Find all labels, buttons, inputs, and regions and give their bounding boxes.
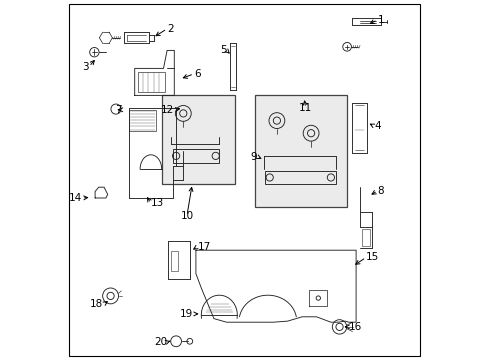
Text: 15: 15 [366, 252, 379, 262]
Bar [129, 110, 156, 131]
Text: 16: 16 [348, 322, 362, 332]
Bar [171, 251, 177, 271]
Text: 14: 14 [68, 193, 81, 203]
Bar [265, 171, 335, 184]
Bar [361, 229, 369, 246]
Text: 2: 2 [167, 24, 173, 34]
Bar [138, 72, 165, 92]
Text: 12: 12 [161, 105, 174, 115]
Text: 19: 19 [180, 309, 193, 319]
Text: 9: 9 [250, 152, 257, 162]
Text: 5: 5 [220, 45, 226, 55]
Text: 8: 8 [377, 186, 384, 196]
Text: 6: 6 [194, 69, 200, 79]
Bar [255, 95, 346, 207]
Text: 18: 18 [90, 299, 103, 309]
Bar [162, 95, 235, 184]
Text: 11: 11 [299, 103, 312, 113]
Bar [172, 149, 219, 163]
Text: 20: 20 [154, 337, 167, 347]
Text: 4: 4 [373, 121, 380, 131]
Text: 10: 10 [180, 211, 193, 221]
Text: 7: 7 [115, 105, 121, 115]
Text: 17: 17 [197, 242, 210, 252]
Text: 1: 1 [377, 15, 384, 25]
Text: 13: 13 [151, 198, 164, 208]
Text: 3: 3 [82, 62, 89, 72]
